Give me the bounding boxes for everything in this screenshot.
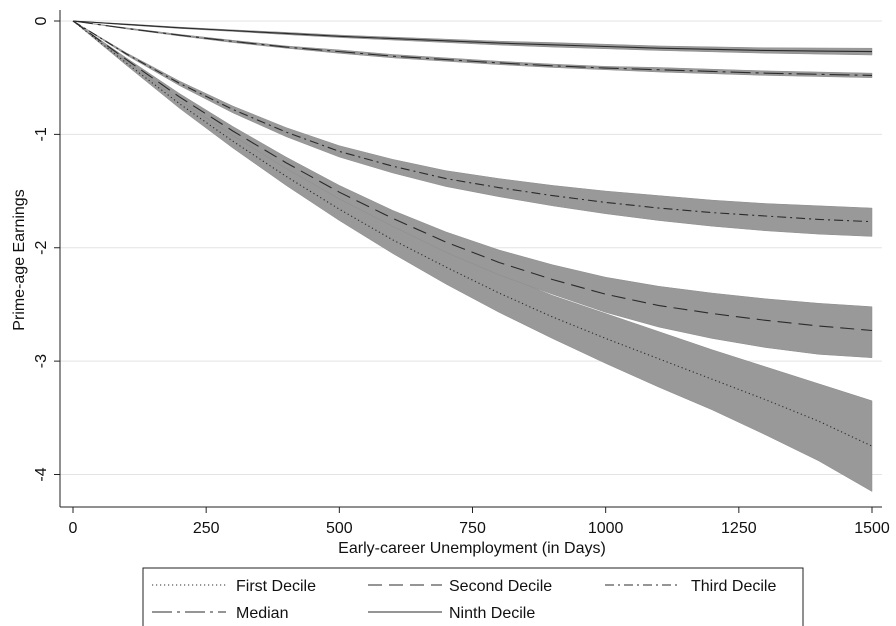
y-tick-label: -3 xyxy=(33,354,50,368)
x-tick-label: 750 xyxy=(459,520,486,537)
x-tick-label: 1500 xyxy=(854,520,890,537)
confidence-bands xyxy=(72,20,873,492)
y-tick-label: -1 xyxy=(33,127,50,141)
ticks: 0 250 500 750 1000 1250 1500 0 -1 -2 -3 -4 xyxy=(33,16,890,537)
y-axis-title: Prime-age Earnings xyxy=(11,189,28,330)
line-median xyxy=(72,20,873,76)
line-third-decile xyxy=(72,20,873,223)
axes xyxy=(59,10,882,508)
x-tick-label: 1250 xyxy=(721,520,757,537)
y-tick-label: -2 xyxy=(33,241,50,255)
legend-label-median: Median xyxy=(236,605,288,622)
legend-label-first-decile: First Decile xyxy=(236,578,316,595)
line-second-decile xyxy=(72,20,873,332)
legend-label-third-decile: Third Decile xyxy=(691,578,776,595)
legend-label-second-decile: Second Decile xyxy=(449,578,552,595)
x-tick-label: 250 xyxy=(193,520,220,537)
band-second-decile xyxy=(72,20,873,358)
line-ninth-decile xyxy=(72,20,873,53)
band-third-decile xyxy=(72,20,873,237)
x-tick-label: 500 xyxy=(326,520,353,537)
y-tick-label: -4 xyxy=(33,467,50,481)
x-tick-label: 1000 xyxy=(588,520,624,537)
y-tick-label: 0 xyxy=(33,16,50,25)
legend-label-ninth-decile: Ninth Decile xyxy=(449,605,535,622)
x-axis-title: Early-career Unemployment (in Days) xyxy=(338,540,606,557)
legend: First Decile Second Decile Third Decile Med… xyxy=(142,567,804,626)
series-lines xyxy=(72,20,873,447)
x-tick-label: 0 xyxy=(69,520,78,537)
legend-box xyxy=(142,567,804,626)
